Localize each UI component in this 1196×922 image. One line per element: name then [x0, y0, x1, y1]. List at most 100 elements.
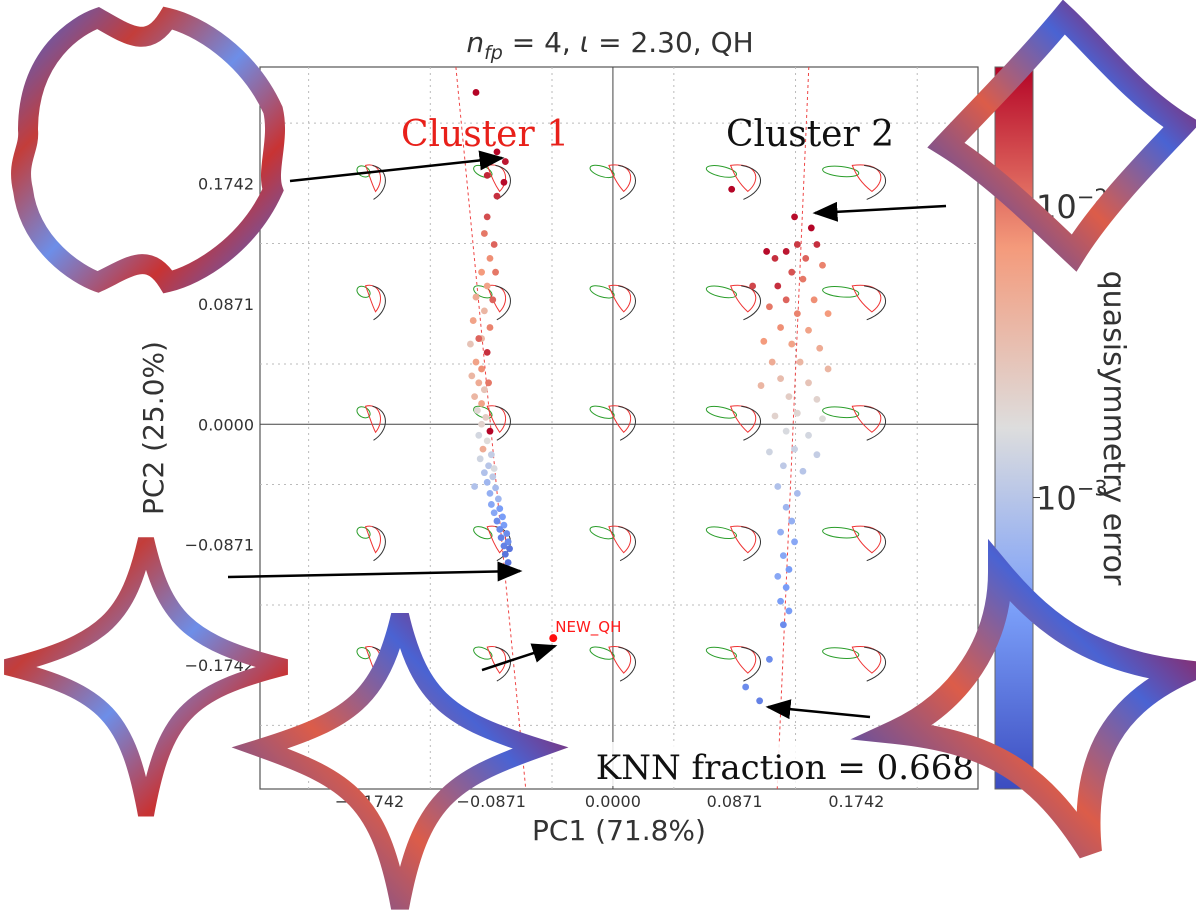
data-point — [788, 268, 796, 276]
data-point — [782, 248, 790, 255]
data-point — [480, 230, 488, 237]
data-point — [793, 310, 801, 318]
new-point-label: NEW_QH — [555, 618, 621, 637]
data-point — [756, 697, 764, 705]
data-point — [771, 254, 779, 262]
cross-section-glyph — [589, 646, 636, 682]
data-point — [496, 525, 504, 533]
data-point — [472, 293, 480, 301]
cluster2-label: Cluster 2 — [726, 114, 894, 155]
y-tick-label: 0.1742 — [198, 174, 254, 193]
data-point — [796, 358, 804, 366]
x-tick-label: 0.1742 — [828, 792, 884, 811]
x-tick-label: 0.0871 — [707, 792, 763, 811]
data-point — [779, 552, 787, 560]
data-point — [483, 437, 491, 445]
data-point — [768, 358, 776, 366]
cross-section-glyph — [822, 284, 886, 321]
y-tick-label: 0.0000 — [198, 415, 254, 434]
data-point — [749, 282, 757, 290]
data-point — [774, 483, 782, 490]
data-point — [478, 268, 485, 276]
data-point — [819, 261, 826, 269]
data-point — [782, 503, 790, 511]
data-point — [500, 178, 508, 186]
knn-fraction: KNN fraction = 0.668 — [596, 748, 974, 788]
data-point — [492, 268, 499, 276]
data-point — [791, 445, 798, 453]
data-point — [489, 296, 497, 304]
cross-section-glyph — [705, 646, 761, 682]
cross-section-glyph — [822, 405, 886, 441]
y-tick-label: −0.0871 — [185, 536, 254, 555]
data-point — [785, 393, 793, 401]
data-point — [793, 409, 801, 417]
data-point — [771, 412, 779, 420]
chart-title: nfp = 4, ι = 2.30, QH — [466, 26, 753, 64]
data-point — [824, 365, 832, 373]
inset-cluster1-top — [11, 6, 286, 294]
data-point — [473, 407, 481, 414]
data-point — [766, 655, 773, 663]
data-point — [482, 413, 490, 421]
data-point — [799, 467, 807, 475]
data-point — [742, 683, 750, 691]
data-point — [813, 395, 821, 403]
new-point-marker — [549, 634, 558, 643]
data-point — [793, 241, 801, 248]
data-point — [471, 393, 479, 401]
data-point — [791, 213, 798, 221]
data-point — [476, 455, 484, 463]
fit-line — [776, 66, 810, 790]
data-point — [493, 517, 501, 525]
data-point — [810, 296, 818, 304]
data-point — [478, 365, 485, 373]
data-point — [483, 213, 491, 221]
colorbar: 10−210−3 quasisymmetry error — [994, 66, 1131, 790]
grid — [260, 67, 978, 789]
data-point — [807, 224, 815, 232]
arrow-top-right — [812, 201, 947, 222]
data-point — [480, 386, 488, 394]
cross-section-glyph — [705, 525, 761, 562]
cross-section-glyph — [705, 405, 761, 441]
inset-cluster2-top — [927, 0, 1196, 272]
scatter-points — [467, 89, 832, 705]
title-n: n — [466, 26, 484, 59]
title-mid: = 4, — [503, 26, 580, 59]
data-point — [728, 185, 736, 193]
data-point — [503, 530, 511, 537]
inset-new-point — [231, 612, 569, 910]
data-point — [501, 158, 509, 165]
knn-box — [588, 742, 976, 786]
cross-section-glyph — [822, 646, 886, 682]
inset-cluster1-bottom — [4, 537, 288, 817]
arrow-new-point — [481, 643, 558, 672]
data-point — [788, 340, 796, 348]
data-point — [483, 171, 491, 179]
data-point — [782, 296, 790, 304]
x-axis-label: PC1 (71.8%) — [532, 814, 706, 847]
arrow-bottom-right — [765, 699, 871, 720]
colorbar-label: quasisymmetry error — [1096, 271, 1131, 586]
cluster1-label: Cluster 1 — [401, 114, 569, 155]
data-point — [777, 324, 784, 331]
data-point — [777, 597, 784, 605]
data-point — [802, 254, 810, 262]
data-point — [493, 192, 501, 200]
x-tick-labels: −0.1742 −0.0871 0.0000 0.0871 0.1742 — [335, 792, 884, 811]
data-point — [819, 415, 826, 423]
data-point — [472, 358, 480, 366]
data-point — [485, 379, 492, 387]
data-point — [500, 542, 508, 550]
data-point — [497, 534, 505, 542]
data-point — [487, 451, 495, 459]
data-point — [490, 465, 498, 472]
data-point — [805, 326, 812, 334]
arrow-bottom-left — [227, 561, 523, 582]
y-tick-label: 0.0871 — [198, 295, 254, 314]
cross-section-glyph — [822, 525, 886, 562]
data-point — [504, 559, 512, 566]
data-point — [472, 89, 480, 96]
data-point — [471, 483, 479, 490]
